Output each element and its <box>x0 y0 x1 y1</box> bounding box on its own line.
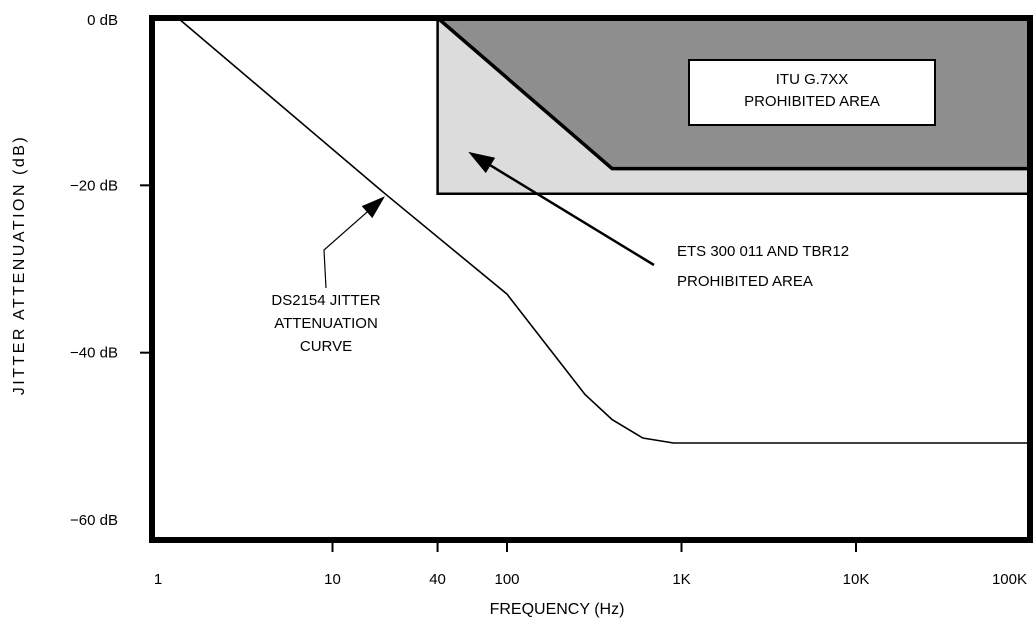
y-axis-title: JITTER ATTENUATION (dB) <box>11 135 28 395</box>
annotation-itu-line-1: ITU G.7XX <box>776 71 849 88</box>
x-axis-title: FREQUENCY (Hz) <box>490 601 625 618</box>
y-axis-ticks: 0 dB −20 dB −40 dB −60 dB <box>70 12 152 529</box>
series-line-ds2154-jitter-attenuation <box>177 17 1030 444</box>
y-tick-label-minus-40db: −40 dB <box>70 345 118 362</box>
x-tick-label-10k: 10K <box>843 571 870 588</box>
y-tick-label-minus-20db: −20 dB <box>70 177 118 194</box>
annotation-itu-g7xx: ITU G.7XX PROHIBITED AREA <box>688 59 936 126</box>
annotation-ds2154-curve: DS2154 JITTER ATTENUATION CURVE <box>271 196 386 355</box>
annotation-itu-box <box>688 59 936 126</box>
x-tick-label-100k: 100K <box>992 571 1027 588</box>
annotation-ds2154-line-3: CURVE <box>300 338 352 355</box>
y-tick-label-minus-60db: −60 dB <box>70 512 118 529</box>
x-tick-label-1: 1 <box>154 571 162 588</box>
x-tick-label-10: 10 <box>324 571 341 588</box>
annotation-ds2154-line-2: ATTENUATION <box>274 315 378 332</box>
annotation-itu-line-2: PROHIBITED AREA <box>744 93 880 110</box>
y-tick-label-0db: 0 dB <box>87 12 118 29</box>
x-tick-label-100: 100 <box>494 571 519 588</box>
plot-frame <box>149 15 1033 543</box>
x-axis-ticks: 1 10 40 100 1K 10K 100K <box>154 540 1027 588</box>
annotation-ds2154-arrowhead <box>361 196 386 219</box>
annotation-ets-arrow <box>483 160 655 267</box>
x-tick-label-40: 40 <box>429 571 446 588</box>
annotation-ds2154-line-1: DS2154 JITTER <box>271 292 380 309</box>
x-tick-label-1k: 1K <box>672 571 690 588</box>
annotation-ets-arrowhead <box>468 151 496 174</box>
annotation-ds2154-arrow <box>323 206 374 289</box>
annotation-ets-tbr12: ETS 300 011 AND TBR12 PROHIBITED AREA <box>468 151 849 290</box>
annotation-ets-line-2: PROHIBITED AREA <box>677 273 813 290</box>
annotation-ets-line-1: ETS 300 011 AND TBR12 <box>677 243 849 260</box>
